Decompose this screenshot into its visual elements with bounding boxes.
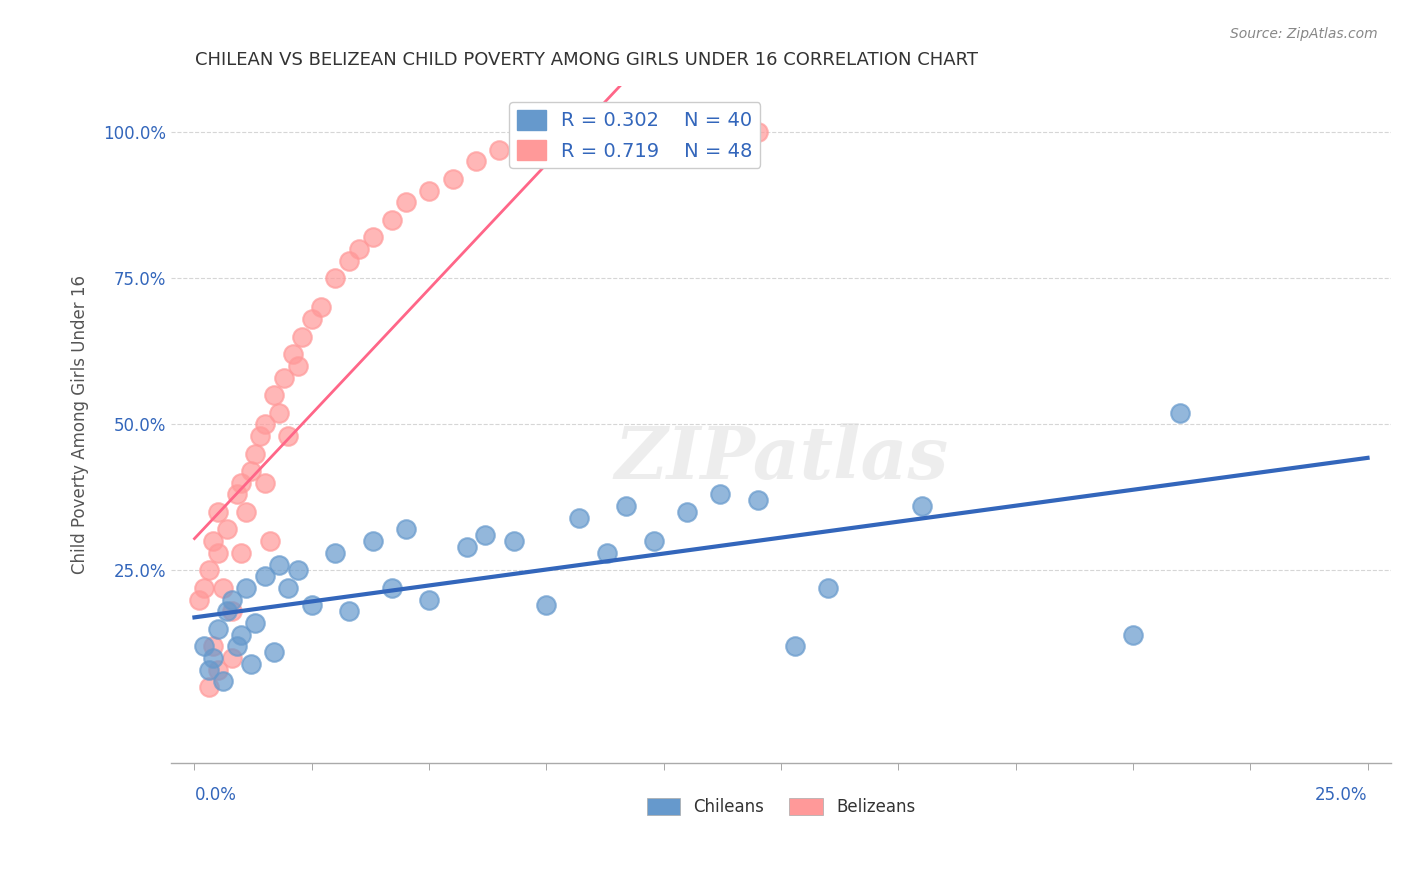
- Point: [465, 154, 488, 169]
- Point: [202, 651, 225, 665]
- Text: ZIPatlas: ZIPatlas: [614, 423, 948, 493]
- Point: [188, 592, 211, 607]
- Point: [301, 312, 323, 326]
- Point: [245, 615, 267, 630]
- Point: [394, 195, 416, 210]
- Point: [267, 558, 290, 572]
- Point: [568, 510, 591, 524]
- Point: [193, 640, 215, 654]
- Point: [606, 125, 628, 139]
- Point: [323, 271, 346, 285]
- Point: [558, 125, 581, 139]
- Point: [217, 604, 239, 618]
- Point: [253, 569, 276, 583]
- Text: 0.0%: 0.0%: [194, 787, 236, 805]
- Point: [676, 505, 699, 519]
- Point: [783, 640, 806, 654]
- Point: [231, 475, 253, 490]
- Point: [502, 534, 524, 549]
- Point: [337, 253, 360, 268]
- Point: [1122, 627, 1144, 641]
- Point: [277, 429, 299, 443]
- Point: [221, 651, 243, 665]
- Point: [211, 674, 233, 689]
- Point: [1168, 406, 1191, 420]
- Point: [235, 581, 257, 595]
- Point: [225, 640, 247, 654]
- Point: [361, 230, 384, 244]
- Point: [202, 640, 225, 654]
- Point: [273, 370, 295, 384]
- Point: [231, 627, 253, 641]
- Text: CHILEAN VS BELIZEAN CHILD POVERTY AMONG GIRLS UNDER 16 CORRELATION CHART: CHILEAN VS BELIZEAN CHILD POVERTY AMONG …: [195, 51, 979, 69]
- Point: [259, 534, 281, 549]
- Point: [253, 417, 276, 432]
- Point: [197, 663, 219, 677]
- Point: [217, 523, 239, 537]
- Y-axis label: Child Poverty Among Girls Under 16: Child Poverty Among Girls Under 16: [72, 275, 89, 574]
- Point: [643, 534, 665, 549]
- Point: [221, 592, 243, 607]
- Point: [281, 347, 304, 361]
- Point: [380, 212, 402, 227]
- Point: [225, 487, 247, 501]
- Point: [596, 546, 619, 560]
- Point: [207, 663, 229, 677]
- Point: [323, 546, 346, 560]
- Point: [347, 242, 370, 256]
- Point: [817, 581, 839, 595]
- Point: [245, 446, 267, 460]
- Point: [239, 464, 262, 478]
- Point: [207, 546, 229, 560]
- Point: [239, 657, 262, 671]
- Point: [747, 125, 769, 139]
- Point: [231, 546, 253, 560]
- Point: [221, 604, 243, 618]
- Point: [488, 143, 510, 157]
- Point: [361, 534, 384, 549]
- Point: [202, 534, 225, 549]
- Point: [380, 581, 402, 595]
- Point: [197, 680, 219, 694]
- Point: [207, 505, 229, 519]
- Point: [291, 329, 314, 343]
- Point: [301, 599, 323, 613]
- Point: [512, 136, 534, 151]
- Point: [207, 622, 229, 636]
- Point: [614, 499, 637, 513]
- Point: [337, 604, 360, 618]
- Legend: Chileans, Belizeans: Chileans, Belizeans: [640, 791, 922, 822]
- Point: [418, 184, 440, 198]
- Point: [747, 493, 769, 508]
- Point: [211, 581, 233, 595]
- Point: [193, 581, 215, 595]
- Point: [263, 388, 285, 402]
- Point: [441, 172, 464, 186]
- Point: [197, 563, 219, 577]
- Point: [267, 406, 290, 420]
- Point: [456, 540, 478, 554]
- Point: [418, 592, 440, 607]
- Point: [699, 131, 721, 145]
- Point: [277, 581, 299, 595]
- Point: [309, 301, 332, 315]
- Point: [536, 599, 558, 613]
- Point: [287, 359, 309, 373]
- Point: [652, 136, 675, 151]
- Point: [911, 499, 934, 513]
- Text: Source: ZipAtlas.com: Source: ZipAtlas.com: [1230, 27, 1378, 41]
- Point: [394, 523, 416, 537]
- Point: [263, 645, 285, 659]
- Point: [709, 487, 731, 501]
- Point: [249, 429, 271, 443]
- Point: [235, 505, 257, 519]
- Text: 25.0%: 25.0%: [1315, 787, 1368, 805]
- Point: [287, 563, 309, 577]
- Point: [253, 475, 276, 490]
- Point: [474, 528, 496, 542]
